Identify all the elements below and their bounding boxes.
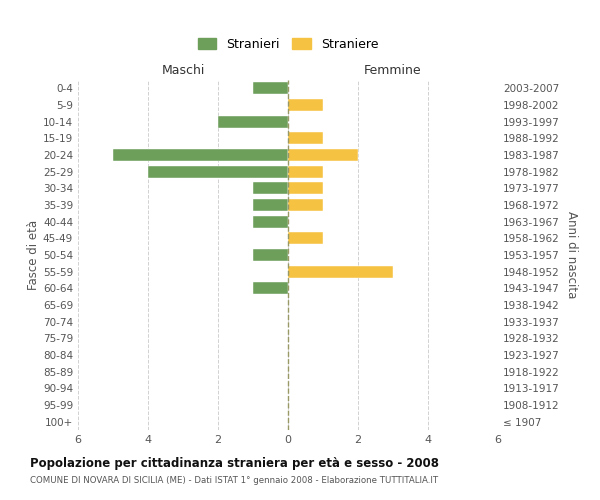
Bar <box>288 266 393 278</box>
Y-axis label: Anni di nascita: Anni di nascita <box>565 212 578 298</box>
Bar <box>253 182 288 194</box>
Bar <box>288 99 323 111</box>
Bar <box>288 182 323 194</box>
Bar <box>253 282 288 294</box>
Bar <box>253 216 288 228</box>
Y-axis label: Fasce di età: Fasce di età <box>27 220 40 290</box>
Bar <box>218 116 288 128</box>
Bar <box>288 232 323 244</box>
Legend: Stranieri, Straniere: Stranieri, Straniere <box>194 34 382 54</box>
Bar <box>253 249 288 261</box>
Bar <box>288 166 323 177</box>
Text: Popolazione per cittadinanza straniera per età e sesso - 2008: Popolazione per cittadinanza straniera p… <box>30 458 439 470</box>
Text: COMUNE DI NOVARA DI SICILIA (ME) - Dati ISTAT 1° gennaio 2008 - Elaborazione TUT: COMUNE DI NOVARA DI SICILIA (ME) - Dati … <box>30 476 438 485</box>
Bar <box>288 132 323 144</box>
Text: Femmine: Femmine <box>364 64 422 76</box>
Bar <box>253 82 288 94</box>
Text: Maschi: Maschi <box>161 64 205 76</box>
Bar <box>253 199 288 211</box>
Bar <box>288 199 323 211</box>
Bar <box>288 149 358 161</box>
Bar <box>113 149 288 161</box>
Bar <box>148 166 288 177</box>
